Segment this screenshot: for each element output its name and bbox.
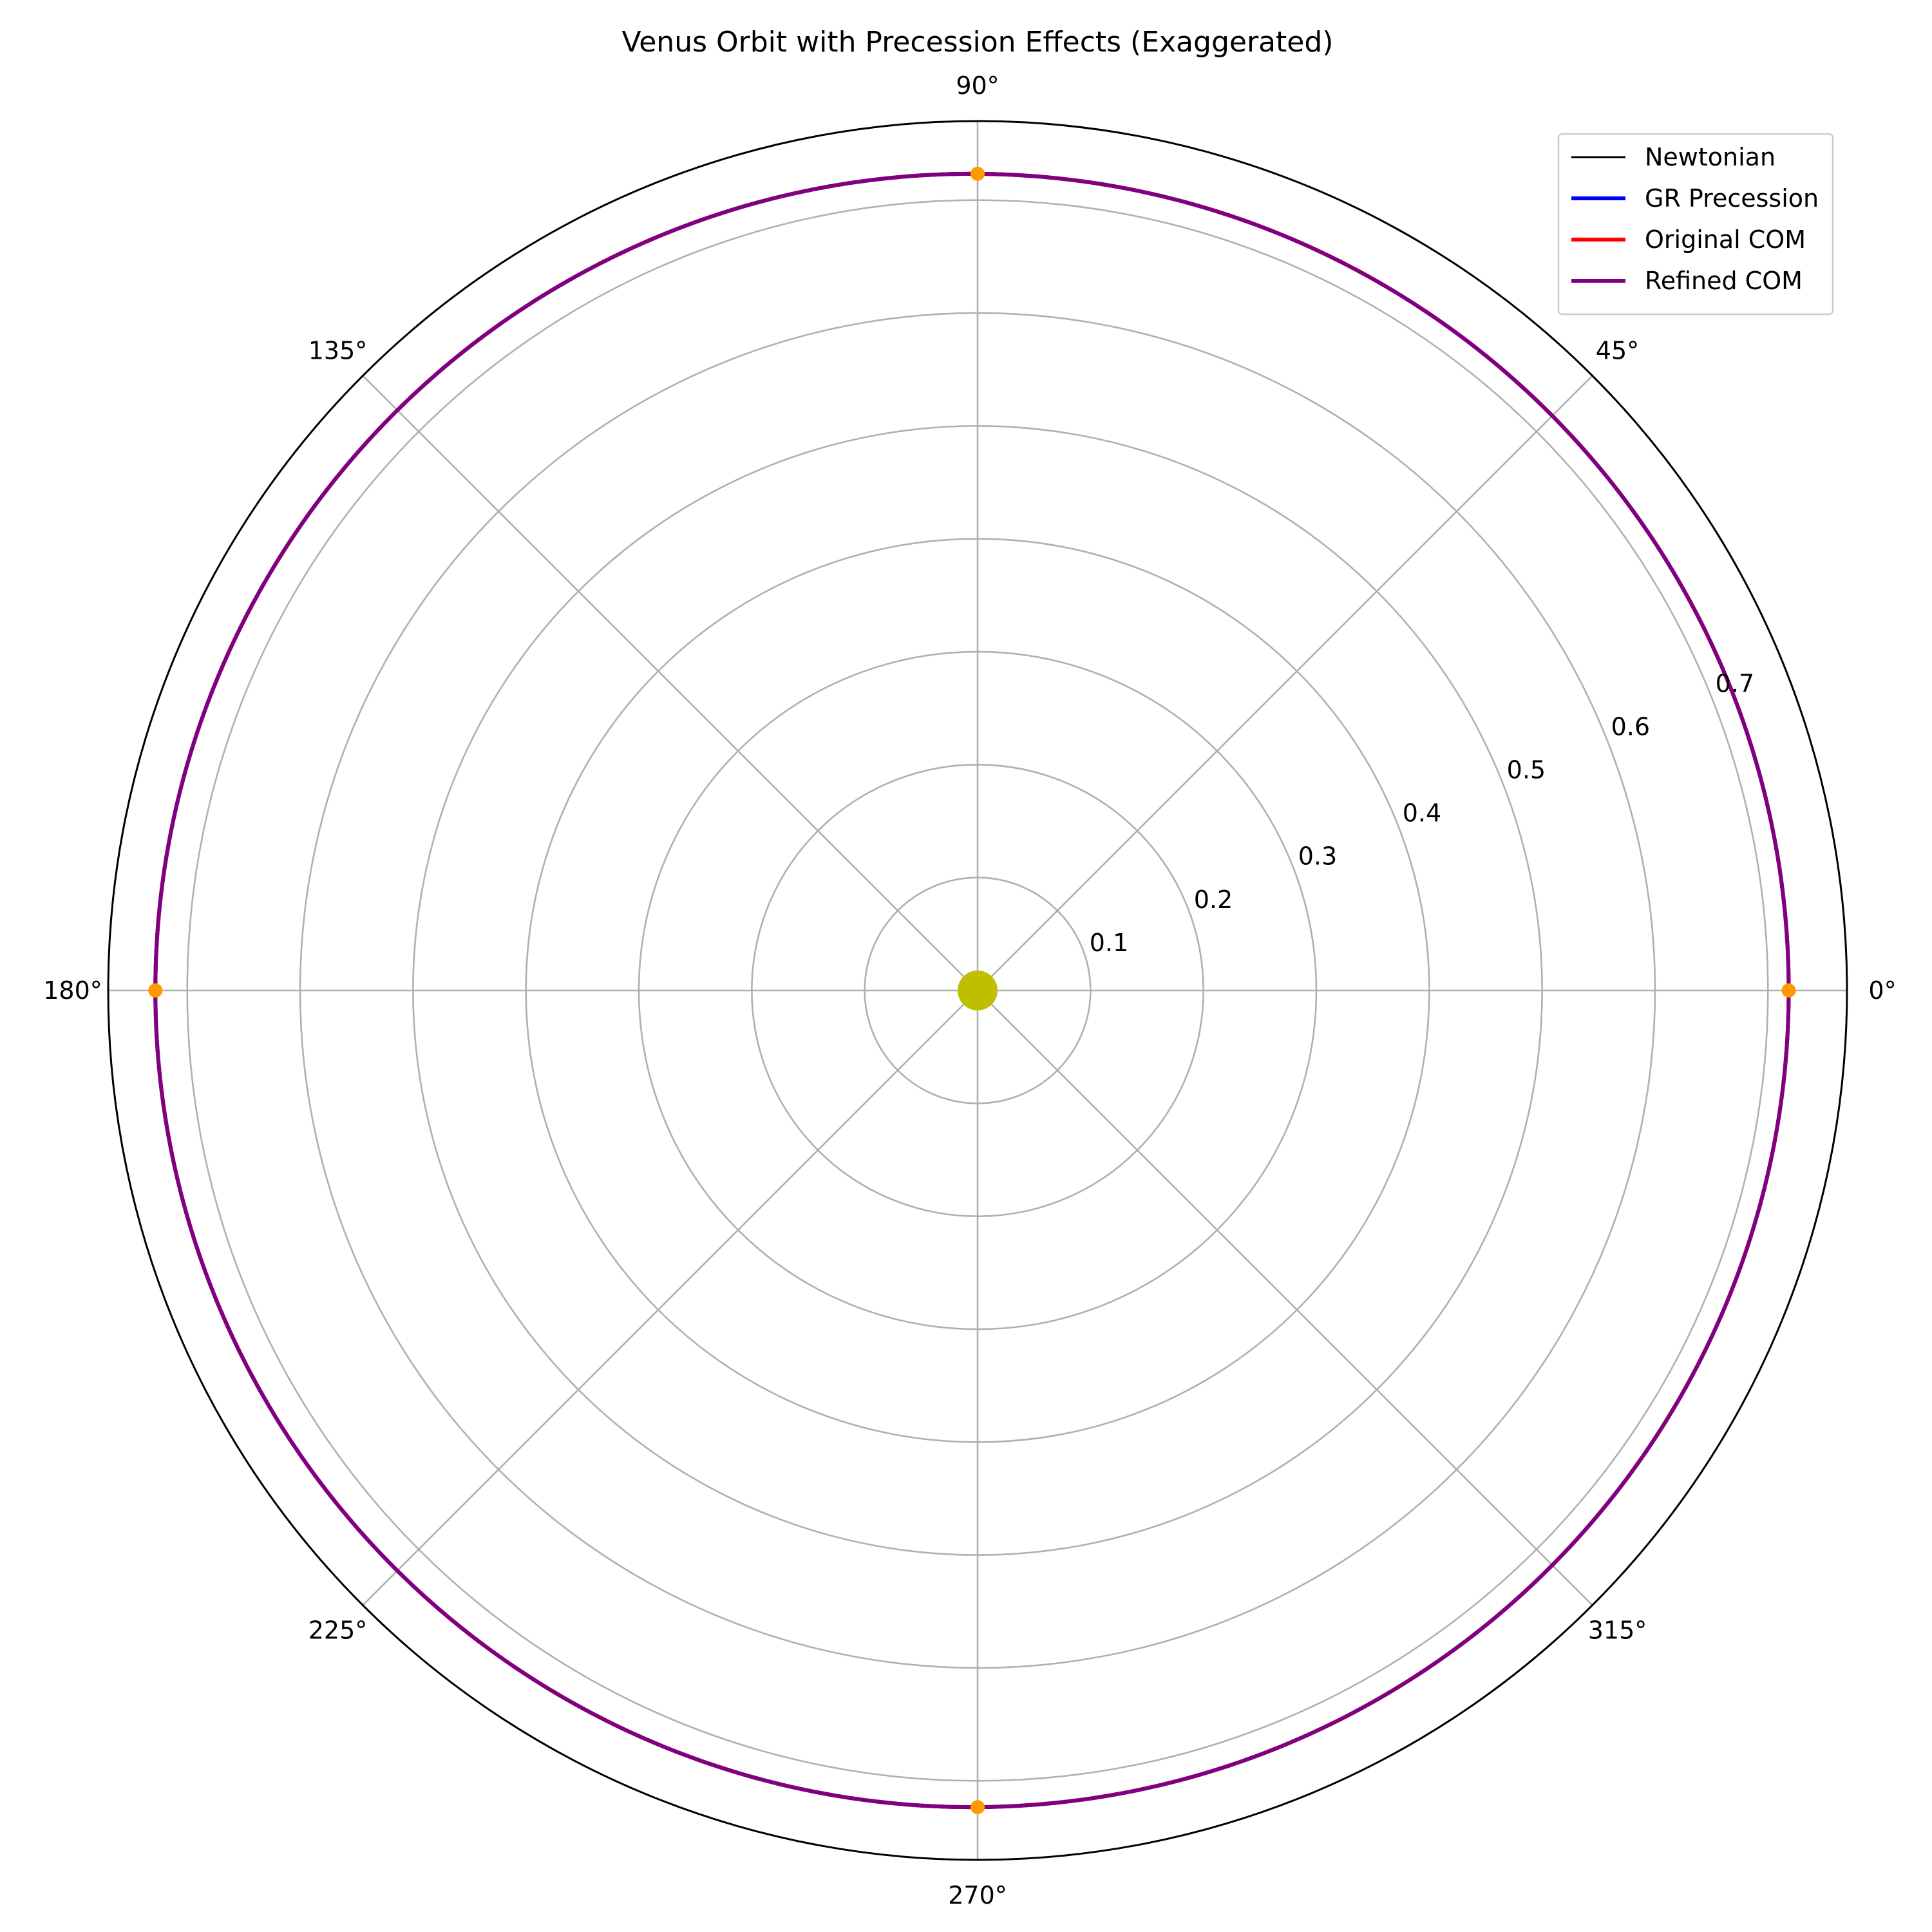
theta-tick-label-0: 0° (1868, 976, 1896, 1005)
legend-label-newtonian: Newtonian (1645, 143, 1776, 171)
orbit-marker-270 (971, 1800, 985, 1815)
legend-label-original-com: Original COM (1645, 225, 1806, 254)
orbit-marker-0 (1781, 983, 1796, 998)
theta-tick-label-225: 225° (308, 1616, 368, 1644)
r-tick-label-0.5: 0.5 (1507, 756, 1546, 784)
polar-grid (107, 120, 1848, 1861)
theta-tick-label-45: 45° (1596, 337, 1639, 365)
theta-grid-line-45 (977, 375, 1593, 991)
legend-label-gr-precession: GR Precession (1645, 184, 1819, 213)
r-tick-label-0.6: 0.6 (1611, 712, 1650, 741)
theta-tick-label-135: 135° (308, 337, 368, 365)
polar-frame (107, 120, 1848, 1861)
theta-grid-line-225 (362, 990, 978, 1606)
theta-tick-label-315: 315° (1588, 1616, 1647, 1644)
chart-title: Venus Orbit with Precession Effects (Exa… (622, 26, 1334, 59)
r-tick-label-0.2: 0.2 (1194, 886, 1233, 914)
theta-grid-line-135 (362, 375, 978, 991)
legend: Newtonian GR Precession Original COM Refine… (1557, 133, 1834, 316)
orbit-marker-180 (148, 983, 163, 998)
theta-tick-label-180: 180° (43, 976, 102, 1005)
r-tick-label-0.1: 0.1 (1090, 929, 1128, 957)
theta-tick-label-270: 270° (948, 1881, 1007, 1909)
legend-label-refined-com: Refined COM (1645, 267, 1803, 295)
r-tick-label-0.4: 0.4 (1403, 799, 1441, 828)
center-marker (958, 971, 998, 1010)
legend-box (1557, 133, 1834, 316)
orbit-markers (148, 166, 1796, 1815)
theta-grid-line-315 (977, 990, 1593, 1606)
r-tick-label-0.7: 0.7 (1716, 669, 1754, 697)
r-tick-label-0.3: 0.3 (1298, 842, 1337, 871)
tick-labels: 0° 45° 90° 135° 180° 225° 270° 315° 0.1 0.2 0.3 0.4… (43, 71, 1896, 1909)
orbit-marker-90 (971, 166, 985, 181)
theta-tick-label-90: 90° (956, 71, 999, 100)
